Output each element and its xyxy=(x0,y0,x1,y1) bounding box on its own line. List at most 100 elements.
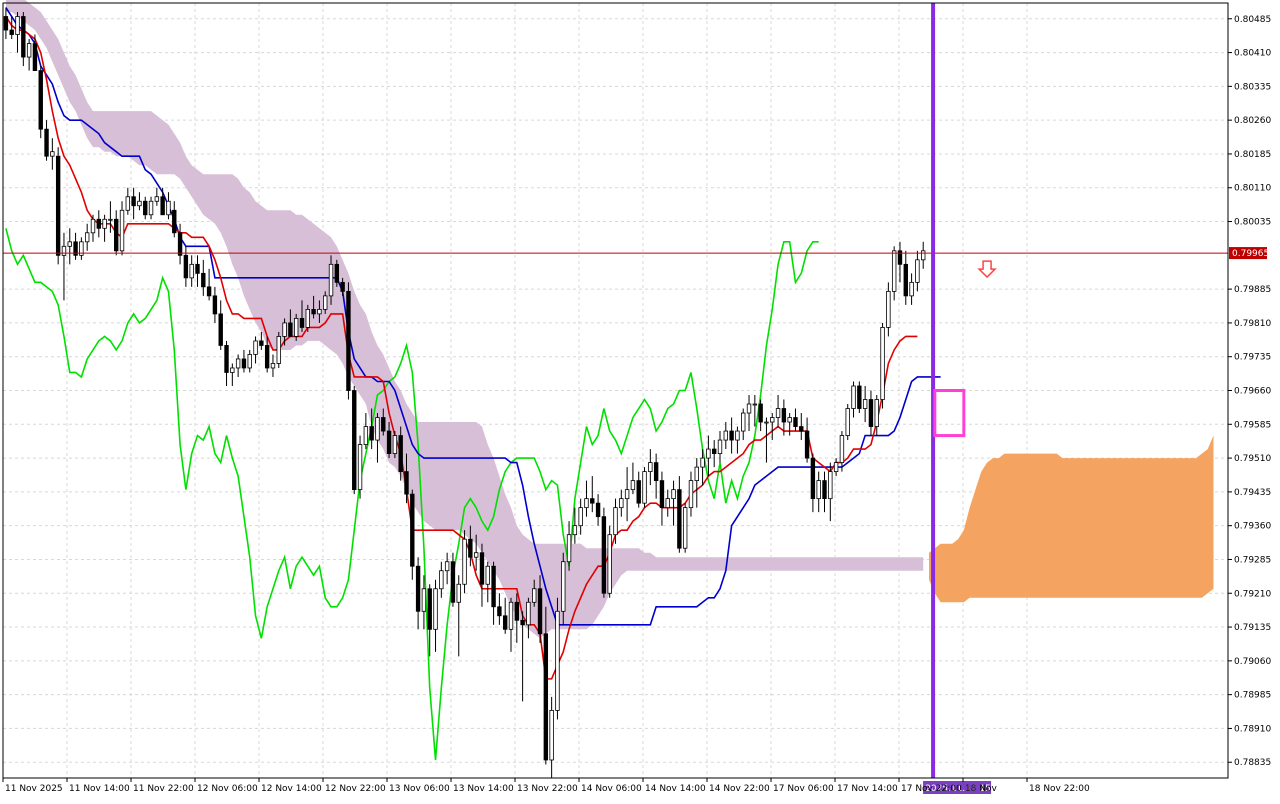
candle-body-bear xyxy=(868,399,874,427)
candle xyxy=(590,476,595,513)
candle xyxy=(566,521,572,571)
candle xyxy=(833,458,839,477)
tenkan-sen-line xyxy=(5,16,918,680)
candle xyxy=(50,138,55,170)
candle-body-bull xyxy=(50,151,55,157)
candle xyxy=(299,300,305,332)
candle xyxy=(793,408,798,432)
candle xyxy=(578,498,583,535)
candle xyxy=(253,336,258,364)
x-tick-label: 18 Nov xyxy=(965,784,998,794)
x-tick-label: 14 Nov 14:00 xyxy=(645,784,706,794)
y-tick-label: 0.79360 xyxy=(1234,522,1271,532)
candle-body-bear xyxy=(352,390,357,491)
candle xyxy=(166,192,171,220)
y-tick-label: 0.79735 xyxy=(1234,353,1271,363)
candle xyxy=(160,187,165,216)
candle-body-bear xyxy=(334,263,340,283)
candle xyxy=(828,462,833,522)
candle xyxy=(764,417,769,463)
candle xyxy=(502,597,508,634)
candle xyxy=(346,282,351,400)
candle-body-bull xyxy=(671,489,676,500)
candle xyxy=(659,471,665,526)
candle-body-bull xyxy=(613,507,618,536)
candle xyxy=(665,489,670,517)
candle-body-bull xyxy=(833,462,839,473)
candle xyxy=(520,611,525,702)
candle-body-bull xyxy=(619,498,624,509)
candle-body-bull xyxy=(886,290,891,328)
candle xyxy=(235,354,241,377)
x-tick-label: 13 Nov 22:00 xyxy=(517,784,578,794)
candle xyxy=(137,192,142,211)
candle xyxy=(653,453,659,499)
candle-body-bull xyxy=(317,308,322,315)
candle-body-bull xyxy=(363,426,369,445)
candle xyxy=(897,241,903,283)
candle xyxy=(810,453,816,513)
y-tick-label: 0.79510 xyxy=(1234,454,1271,464)
x-tick-label: 13 Nov 06:00 xyxy=(389,784,450,794)
candle xyxy=(456,575,461,657)
candlesticks xyxy=(3,7,926,778)
candle xyxy=(915,250,920,292)
candle-body-bull xyxy=(526,601,531,626)
candle-body-bull xyxy=(235,358,241,369)
y-tick-label: 0.78910 xyxy=(1234,724,1271,734)
candle xyxy=(537,575,543,643)
candle xyxy=(601,507,607,598)
y-tick-label: 0.80410 xyxy=(1234,49,1271,59)
candle-body-bull xyxy=(648,462,653,473)
candle xyxy=(845,404,850,441)
candle xyxy=(357,435,363,499)
candle xyxy=(143,196,148,220)
candle-body-bear xyxy=(143,200,148,216)
candle-body-bull xyxy=(561,561,566,612)
indicator-lines xyxy=(5,7,941,761)
candle-body-bear xyxy=(288,322,293,337)
y-tick-label: 0.79285 xyxy=(1234,555,1271,565)
candle-body-bear xyxy=(212,295,218,315)
candle xyxy=(224,340,229,386)
candle-body-bear xyxy=(857,385,862,409)
x-tick-label: 17 Nov 14:00 xyxy=(837,784,898,794)
candle-body-bull xyxy=(665,498,670,509)
candle-body-bear xyxy=(55,155,61,256)
candle xyxy=(921,241,926,269)
x-tick-label: 12 Nov 14:00 xyxy=(261,784,322,794)
candle xyxy=(758,399,763,432)
candle xyxy=(787,413,792,436)
candle-body-bull xyxy=(433,588,438,630)
y-tick-label: 0.79210 xyxy=(1234,589,1271,599)
candle-body-bear xyxy=(311,308,316,315)
candle xyxy=(630,462,636,495)
candle-body-bull xyxy=(462,538,467,585)
candle xyxy=(613,498,618,544)
candle-body-bull xyxy=(79,241,84,256)
candle-body-bull xyxy=(485,565,490,585)
x-tick-label: 12 Nov 22:00 xyxy=(325,784,386,794)
candle-body-bear xyxy=(177,232,183,256)
candle xyxy=(752,395,758,427)
candle-body-bear xyxy=(653,462,659,482)
candle xyxy=(770,413,775,441)
candle xyxy=(410,489,415,580)
x-tick-label: 11 Nov 22:00 xyxy=(133,784,194,794)
candle-body-bull xyxy=(323,295,328,310)
candle-body-bull xyxy=(119,209,125,252)
candle-body-bull xyxy=(549,710,554,761)
cursor-time-label-bg xyxy=(923,781,992,794)
candle xyxy=(799,413,804,441)
candle-body-bear xyxy=(44,128,49,157)
candle xyxy=(415,557,421,630)
candle xyxy=(839,431,845,472)
candle-body-bull xyxy=(102,218,107,229)
candle xyxy=(677,476,682,553)
candle-body-bull xyxy=(137,200,142,207)
candle-body-bear xyxy=(195,263,200,274)
candle-body-bull xyxy=(473,552,479,558)
candle xyxy=(723,422,729,450)
